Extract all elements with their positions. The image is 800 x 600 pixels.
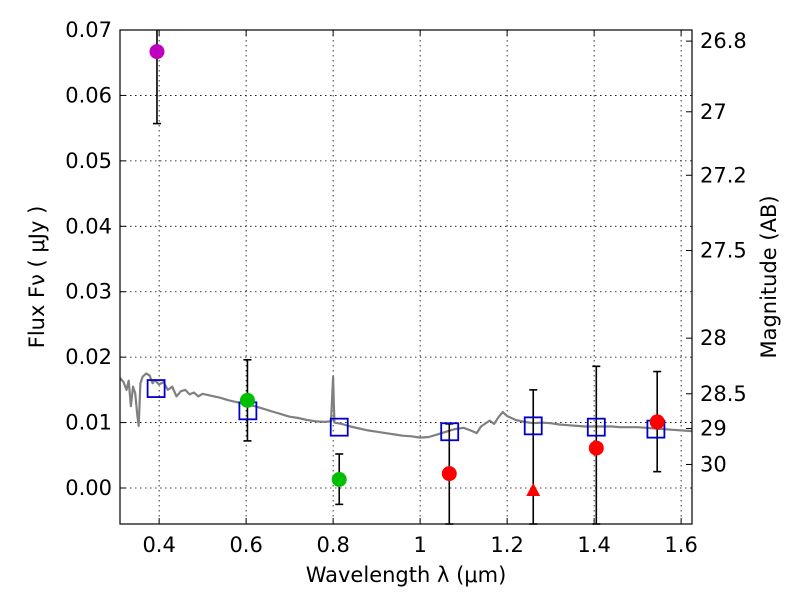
x-tick-label: 1.6 — [664, 533, 697, 557]
y2-tick-label: 27.5 — [700, 239, 747, 263]
model-flux-marker — [440, 422, 460, 442]
photometry-point — [331, 472, 347, 488]
errorbar-layer — [152, 30, 662, 525]
y2-tick-label: 30 — [700, 452, 727, 476]
tick-layer: 0.4 0.6 0.8 1 1.2 1.4 1.6 0.00 0.01 0.02 0.03 0.04 0… — [65, 18, 747, 557]
y-tick-label: 0.05 — [65, 149, 112, 173]
x-tick-label: 0.6 — [229, 533, 262, 557]
x-tick-label: 1 — [413, 533, 426, 557]
y2-tick-label: 28.5 — [700, 382, 747, 406]
plot-frame — [119, 29, 693, 525]
sed-spectrum-line — [119, 372, 693, 439]
y2-tick-label: 28 — [700, 326, 727, 350]
photometry-point — [441, 466, 457, 482]
y-axis-label: Flux Fν ( μJy ) — [25, 206, 49, 349]
x-tick-label: 1.2 — [490, 533, 523, 557]
y-tick-label: 0.00 — [65, 476, 112, 500]
points-layer — [149, 44, 665, 496]
model-layer — [146, 379, 666, 442]
y-tick-label: 0.07 — [65, 18, 112, 42]
photometry-point — [649, 414, 665, 430]
model-flux-marker — [329, 417, 349, 437]
y2-tick-label: 27.2 — [700, 163, 747, 187]
y-tick-label: 0.02 — [65, 345, 112, 369]
spectrum-layer — [119, 372, 693, 439]
x-tick-label: 1.4 — [577, 533, 610, 557]
y2-tick-label: 27 — [700, 100, 727, 124]
model-flux-marker — [523, 416, 543, 436]
y-tick-label: 0.06 — [65, 83, 112, 107]
x-tick-label: 0.8 — [316, 533, 349, 557]
photometry-point — [239, 392, 255, 408]
x-axis-label: Wavelength λ (μm) — [306, 563, 507, 587]
model-flux-marker — [146, 379, 166, 398]
y2-tick-label: 29 — [700, 416, 727, 440]
y2-tick-label: 26.8 — [700, 29, 747, 53]
y2-axis-label: Magnitude (AB) — [757, 195, 781, 358]
y-tick-label: 0.01 — [65, 411, 112, 435]
y-tick-label: 0.03 — [65, 280, 112, 304]
photometry-point — [149, 44, 165, 60]
x-tick-label: 0.4 — [142, 533, 175, 557]
y-tick-label: 0.04 — [65, 214, 112, 238]
upper-limit-triangle — [526, 482, 541, 496]
grid-layer — [120, 29, 692, 524]
model-flux-marker — [586, 417, 606, 437]
photometry-point — [588, 440, 604, 456]
